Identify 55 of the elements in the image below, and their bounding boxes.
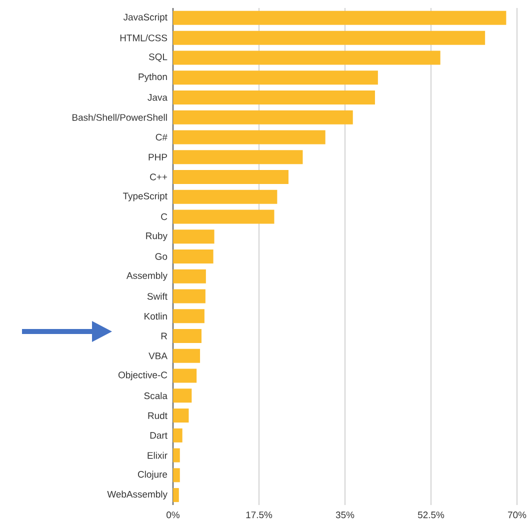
x-tick-label: 0% bbox=[166, 512, 180, 518]
y-tick-label: Ruby bbox=[146, 232, 168, 242]
bar bbox=[173, 230, 214, 244]
bar bbox=[173, 488, 179, 502]
bar bbox=[173, 408, 189, 423]
bar bbox=[173, 190, 278, 204]
y-tick-label: R bbox=[161, 332, 168, 340]
bar bbox=[173, 90, 375, 104]
bar bbox=[173, 428, 182, 442]
y-tick-label: TypeScript bbox=[122, 192, 168, 202]
bar bbox=[173, 448, 180, 462]
y-tick-label: HTML/CSS bbox=[120, 34, 168, 42]
y-tick-label: C bbox=[161, 213, 168, 220]
bar bbox=[173, 368, 197, 383]
x-tick-label: 70% bbox=[508, 512, 526, 518]
bar bbox=[173, 348, 200, 363]
x-tick-label: 17.5% bbox=[246, 512, 272, 518]
y-tick-label: Objective-C bbox=[118, 371, 168, 380]
bar bbox=[173, 70, 378, 85]
y-tick-label: Python bbox=[138, 73, 167, 82]
y-tick-label: Dart bbox=[150, 432, 168, 439]
y-tick-label: SQL bbox=[148, 53, 168, 62]
bar bbox=[173, 110, 353, 124]
bar bbox=[173, 468, 180, 482]
bar bbox=[173, 150, 303, 164]
bar bbox=[173, 249, 214, 264]
y-tick-label: Bash/Shell/PowerShell bbox=[72, 114, 167, 121]
bar bbox=[173, 210, 274, 224]
y-tick-label: C# bbox=[156, 134, 168, 141]
y-tick-label: Go bbox=[155, 253, 168, 260]
bar bbox=[173, 309, 204, 324]
y-tick-label: Swift bbox=[147, 292, 168, 300]
y-tick-label: C++ bbox=[150, 174, 168, 180]
bar bbox=[173, 130, 326, 144]
bar bbox=[173, 10, 506, 25]
y-tick-label: Java bbox=[148, 94, 168, 101]
bar bbox=[173, 329, 202, 344]
y-tick-label: Scala bbox=[144, 392, 168, 400]
y-tick-label: JavaScript bbox=[123, 14, 168, 22]
bar bbox=[173, 388, 192, 403]
bar bbox=[173, 50, 440, 65]
y-tick-label: Kotlin bbox=[144, 312, 167, 320]
bar bbox=[173, 289, 206, 304]
bar bbox=[173, 170, 288, 184]
x-tick-label: 52.5% bbox=[418, 512, 444, 518]
bar bbox=[173, 30, 486, 45]
y-tick-label: Assembly bbox=[126, 272, 168, 281]
x-tick-label: 35% bbox=[336, 512, 354, 518]
y-tick-label: Clojure bbox=[138, 470, 168, 480]
y-tick-label: Elixir bbox=[148, 452, 168, 459]
y-tick-label: WebAssembly bbox=[107, 490, 168, 500]
y-tick-label: VBA bbox=[148, 352, 168, 360]
y-tick-label: PHP bbox=[148, 154, 167, 160]
bar bbox=[173, 269, 206, 284]
y-tick-label: Rudt bbox=[148, 412, 168, 420]
